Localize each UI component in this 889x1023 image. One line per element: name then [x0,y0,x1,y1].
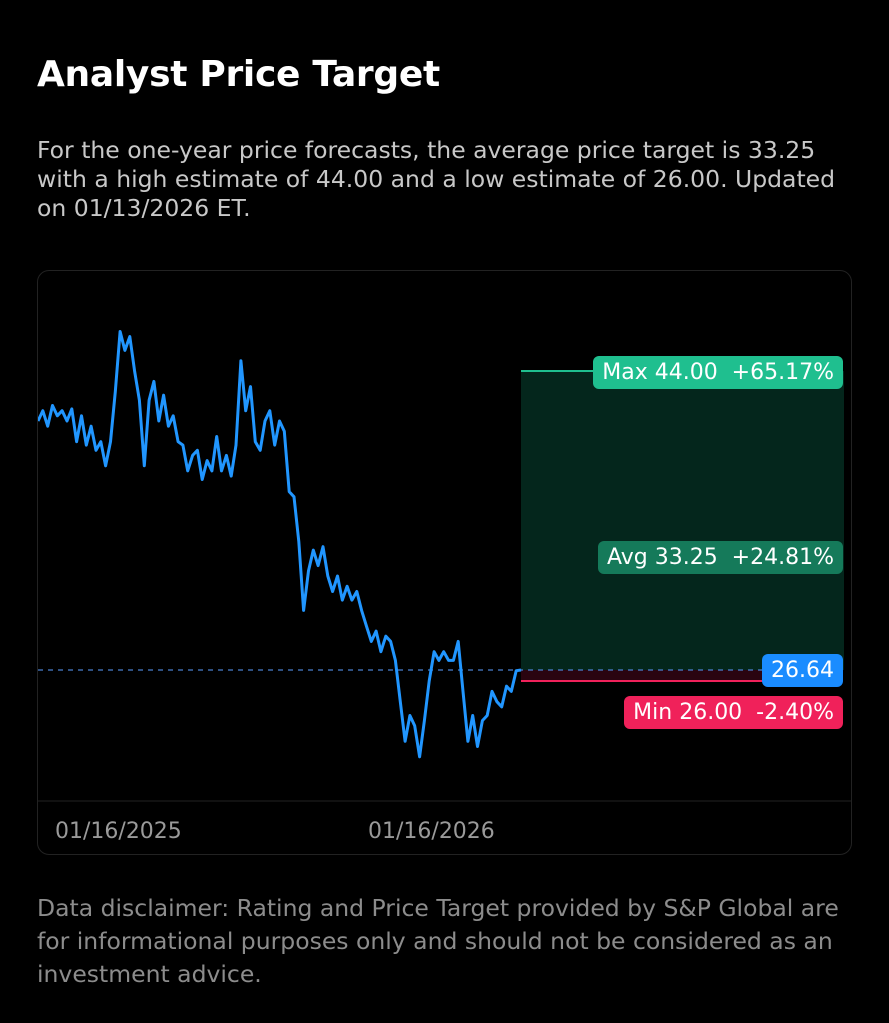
min-range-band [521,670,763,682]
avg-target-label: Avg 33.25 +24.81% [597,541,843,574]
x-tick-label: 01/16/2025 [55,819,182,844]
page-title: Analyst Price Target [37,54,440,95]
price-series-line [38,330,522,759]
data-disclaimer: Data disclaimer: Rating and Price Target… [37,894,839,988]
target-range-band [521,371,844,670]
max-target-label: Max 44.00 +65.17% [593,356,843,389]
price-target-chart: Max 44.00 +65.17% Avg 33.25 +24.81% 26.6… [37,270,852,855]
chart-canvas [38,330,851,802]
min-target-label: Min 26.00 -2.40% [624,696,843,729]
current-price-label: 26.64 [762,654,843,687]
x-tick-label: 01/16/2026 [368,819,495,844]
price-target-description: For the one-year price forecasts, the av… [37,136,836,222]
